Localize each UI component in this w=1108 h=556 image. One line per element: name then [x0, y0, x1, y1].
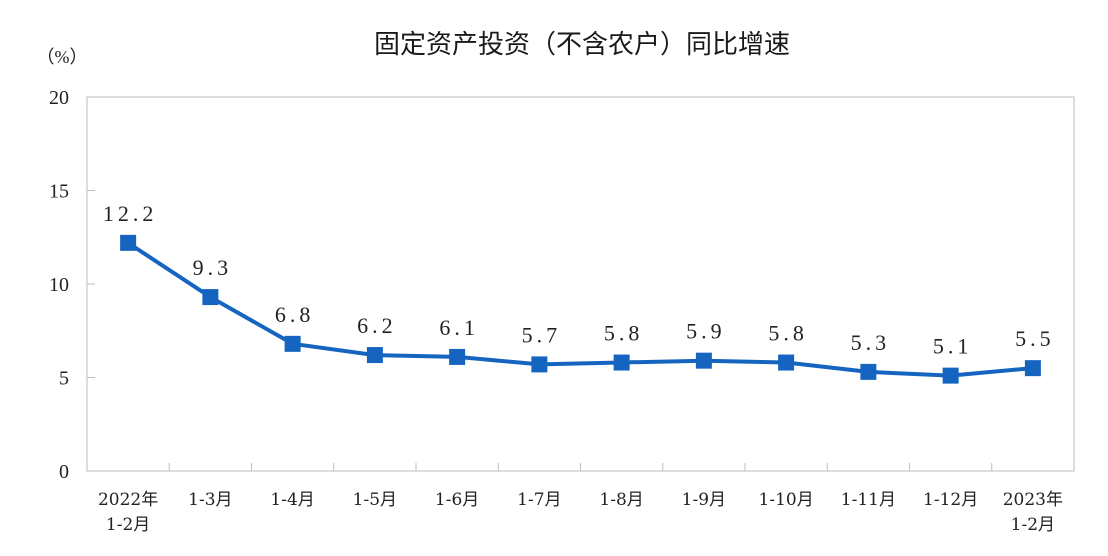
y-tick-label: 0 — [59, 461, 69, 483]
x-tick-label: 1-2月 — [106, 515, 150, 535]
data-point-marker — [860, 363, 877, 380]
data-label: 5.5 — [1015, 326, 1055, 351]
data-labels: 12.2 9.3 6.8 6.2 6.1 5.7 5.8 5.9 5.8 5.3 5.1 5.5 — [103, 201, 1055, 359]
series-line — [126, 241, 1034, 378]
x-tick-label: 1-6月 — [435, 490, 479, 510]
data-label: 5.9 — [686, 319, 726, 344]
y-axis-unit-label: （%） — [37, 47, 88, 67]
data-label: 5.3 — [851, 330, 891, 355]
data-point-marker — [613, 354, 630, 371]
x-tick-label: 1-2月 — [1011, 515, 1055, 535]
data-label: 6.8 — [275, 302, 315, 327]
data-point-marker — [202, 289, 219, 306]
data-point-marker — [778, 354, 795, 371]
data-point-marker — [449, 348, 466, 365]
x-tick-label: 1-11月 — [841, 490, 896, 510]
y-axis: 0 5 10 15 20 — [49, 87, 95, 483]
x-tick-label: 1-9月 — [682, 490, 726, 510]
y-tick-label: 15 — [49, 181, 69, 203]
x-axis: 2022年 1-2月 1-3月 1-4月 1-5月 1-6月 1-7月 1-8月 1-9月 1-1… — [98, 463, 1063, 535]
data-label: 5.7 — [522, 322, 562, 347]
x-tick-label: 1-3月 — [188, 490, 232, 510]
y-tick-label: 10 — [49, 274, 69, 296]
data-label: 12.2 — [103, 201, 158, 226]
x-tick-label: 2023年 — [1003, 490, 1063, 510]
data-point-marker — [1024, 360, 1041, 377]
data-label: 6.1 — [439, 315, 479, 340]
chart-title: 固定资产投资（不含农户）同比增速 — [374, 30, 790, 60]
data-label: 5.8 — [768, 321, 808, 346]
data-label: 5.8 — [604, 321, 644, 346]
data-point-marker — [695, 352, 712, 369]
data-label: 9.3 — [193, 255, 233, 280]
data-point-marker — [942, 367, 959, 384]
x-tick-label: 1-10月 — [759, 490, 814, 510]
x-tick-label: 2022年 — [98, 490, 158, 510]
data-point-marker — [120, 234, 137, 251]
plot-area-frame — [86, 96, 1075, 472]
data-point-marker — [531, 356, 548, 373]
series-markers — [120, 234, 1041, 384]
data-label: 5.1 — [933, 334, 973, 359]
y-tick-label: 20 — [49, 87, 69, 109]
x-tick-label: 1-5月 — [353, 490, 397, 510]
x-tick-label: 1-7月 — [517, 490, 561, 510]
data-point-marker — [366, 347, 383, 364]
data-label: 6.2 — [357, 313, 397, 338]
x-tick-label: 1-4月 — [270, 490, 314, 510]
x-tick-label: 1-12月 — [923, 490, 978, 510]
x-tick-label: 1-8月 — [599, 490, 643, 510]
data-point-marker — [284, 335, 301, 352]
y-tick-label: 5 — [59, 368, 69, 390]
